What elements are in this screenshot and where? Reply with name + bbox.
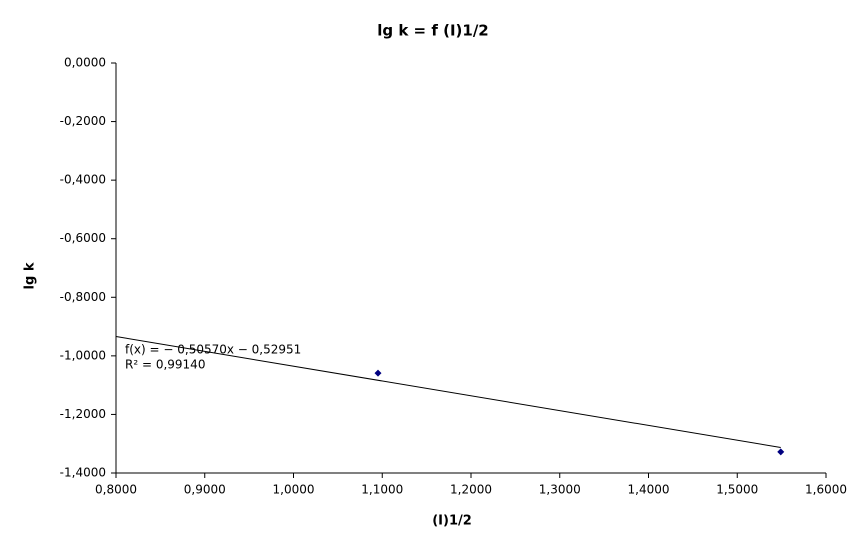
x-tick-label: 1,5000 <box>716 483 758 497</box>
trendline <box>115 336 781 448</box>
chart-title: lg k = f (I)1/2 <box>377 22 488 40</box>
y-tick-label: -1,2000 <box>60 407 106 421</box>
y-tick-label: -0,4000 <box>60 173 106 187</box>
x-tick-label: 1,0000 <box>273 483 315 497</box>
point <box>777 448 785 456</box>
x-tick-label: 1,1000 <box>361 483 403 497</box>
x-tick-label: 1,2000 <box>450 483 492 497</box>
x-axis-label: (I)1/2 <box>432 514 472 529</box>
y-tick-label: -1,4000 <box>60 466 106 480</box>
x-tick-label: 1,4000 <box>628 483 670 497</box>
y-tick-label: -1,0000 <box>60 348 106 362</box>
y-tick-label: -0,8000 <box>60 290 106 304</box>
trendline-r2: R² = 0,99140 <box>125 358 205 372</box>
y-axis-label: lg k <box>23 262 38 289</box>
y-tick-label: 0,0000 <box>64 56 106 70</box>
x-tick-label: 1,6000 <box>805 483 847 497</box>
x-tick-label: 0,8000 <box>95 483 137 497</box>
trendline-equation: f(x) = − 0,50570x − 0,52951 <box>125 343 301 357</box>
y-tick-label: -0,2000 <box>60 114 106 128</box>
x-tick-label: 0,9000 <box>184 483 226 497</box>
x-tick-label: 1,3000 <box>539 483 581 497</box>
y-tick-label: -0,6000 <box>60 231 106 245</box>
point <box>374 369 382 377</box>
